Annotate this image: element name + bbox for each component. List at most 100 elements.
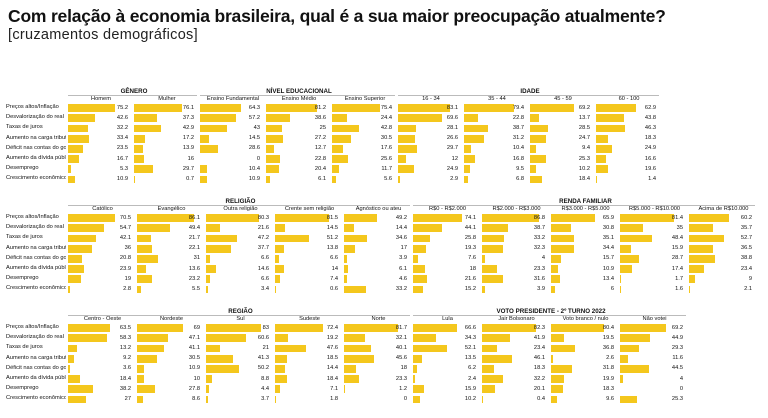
data-label: 49.4 bbox=[188, 224, 200, 231]
data-label: 33.2 bbox=[395, 286, 407, 292]
data-label: 43 bbox=[253, 125, 260, 131]
data-bar bbox=[413, 365, 418, 373]
data-bar bbox=[530, 155, 546, 163]
data-bar bbox=[275, 385, 280, 394]
data-bar bbox=[689, 224, 713, 233]
data-label: 14.5 bbox=[248, 135, 260, 142]
data-label: 25.3 bbox=[578, 155, 590, 162]
data-bar bbox=[134, 165, 153, 174]
data-bar bbox=[332, 155, 349, 163]
data-bar bbox=[551, 385, 564, 394]
data-label: 1.8 bbox=[330, 396, 338, 402]
data-bar bbox=[200, 104, 241, 112]
data-bar bbox=[344, 255, 347, 263]
data-bar bbox=[137, 224, 170, 233]
data-bar bbox=[620, 224, 644, 233]
data-label: 13.7 bbox=[578, 114, 590, 121]
data-label: 6.2 bbox=[468, 365, 476, 372]
data-label: 1.7 bbox=[675, 275, 683, 282]
data-label: 2.1 bbox=[744, 286, 752, 292]
data-label: 41.1 bbox=[188, 345, 200, 351]
data-bar bbox=[68, 275, 81, 284]
data-label: 3.9 bbox=[399, 255, 407, 262]
data-label: 21 bbox=[262, 345, 269, 351]
data-bar bbox=[134, 104, 182, 112]
data-label: 0.4 bbox=[537, 396, 545, 402]
data-label: 4.4 bbox=[261, 385, 269, 392]
data-bar bbox=[200, 114, 237, 123]
data-label: 35.7 bbox=[740, 224, 752, 231]
data-bar bbox=[620, 285, 622, 294]
data-label: 25.8 bbox=[464, 235, 476, 241]
data-bar bbox=[530, 134, 546, 143]
data-bar bbox=[344, 275, 348, 284]
data-label: 22.8 bbox=[314, 155, 326, 162]
data-label: 32.3 bbox=[533, 245, 545, 252]
data-bar bbox=[68, 214, 115, 222]
data-label: 6.6 bbox=[261, 275, 269, 282]
data-bar bbox=[620, 265, 632, 273]
data-bar bbox=[275, 365, 285, 373]
data-label: 6.1 bbox=[318, 176, 326, 182]
data-bar bbox=[689, 255, 715, 263]
data-label: 19 bbox=[124, 275, 131, 282]
data-bar bbox=[68, 224, 105, 233]
data-bar bbox=[137, 354, 158, 363]
data-label: 41.9 bbox=[533, 334, 545, 341]
row-label: Déficit nas contas do governo bbox=[6, 144, 66, 151]
data-label: 14.4 bbox=[395, 224, 407, 231]
column-header: Não votei bbox=[642, 316, 667, 322]
data-label: 47.2 bbox=[257, 235, 269, 241]
data-label: 15.9 bbox=[464, 385, 476, 392]
data-bar bbox=[482, 265, 498, 273]
data-label: 6.8 bbox=[516, 176, 524, 182]
data-label: 25.6 bbox=[380, 155, 392, 162]
data-bar bbox=[530, 114, 539, 123]
data-label: 17 bbox=[400, 245, 407, 252]
chart-subtitle: [cruzamentos demográficos] bbox=[8, 27, 198, 43]
data-bar bbox=[206, 265, 216, 273]
data-label: 37.3 bbox=[182, 114, 194, 121]
data-bar bbox=[596, 145, 612, 153]
data-bar bbox=[413, 334, 436, 343]
data-bar bbox=[68, 134, 90, 143]
data-label: 18.3 bbox=[533, 365, 545, 372]
column-header: Ensino Médio bbox=[281, 96, 317, 102]
data-label: 0.7 bbox=[186, 176, 194, 182]
data-bar bbox=[68, 145, 83, 153]
data-label: 7.6 bbox=[468, 255, 476, 262]
data-bar bbox=[206, 214, 260, 222]
data-label: 16.7 bbox=[116, 155, 128, 162]
data-label: 10.4 bbox=[248, 165, 260, 172]
column-header: Lula bbox=[442, 316, 453, 322]
data-label: 6.6 bbox=[330, 255, 338, 262]
column-header: 45 - 59 bbox=[554, 96, 572, 102]
data-label: 11.6 bbox=[672, 355, 683, 362]
data-bar bbox=[68, 285, 70, 294]
data-label: 38.7 bbox=[512, 125, 524, 131]
data-bar bbox=[344, 344, 371, 353]
row-label: Desvalorização do real bbox=[6, 224, 64, 231]
data-label: 16.6 bbox=[644, 155, 656, 162]
column-header: Homem bbox=[91, 96, 111, 102]
data-label: 32.2 bbox=[533, 375, 545, 382]
data-bar bbox=[596, 165, 609, 174]
data-label: 57.2 bbox=[248, 114, 260, 121]
data-label: 18.3 bbox=[602, 385, 614, 392]
data-label: 80.4 bbox=[602, 324, 614, 331]
data-label: 38.6 bbox=[314, 114, 326, 121]
data-bar bbox=[620, 324, 666, 332]
column-header: Outra religião bbox=[223, 206, 258, 212]
data-label: 15.9 bbox=[671, 245, 683, 252]
data-bar bbox=[482, 334, 510, 343]
data-bar bbox=[266, 165, 279, 174]
data-bar bbox=[398, 145, 417, 153]
data-bar bbox=[530, 124, 548, 133]
data-bar bbox=[530, 165, 537, 174]
data-label: 43.8 bbox=[644, 114, 656, 121]
data-bar bbox=[206, 334, 247, 343]
data-bar bbox=[137, 244, 152, 253]
data-label: 4.6 bbox=[399, 275, 407, 282]
data-bar bbox=[482, 244, 504, 253]
data-label: 22.8 bbox=[512, 114, 524, 121]
